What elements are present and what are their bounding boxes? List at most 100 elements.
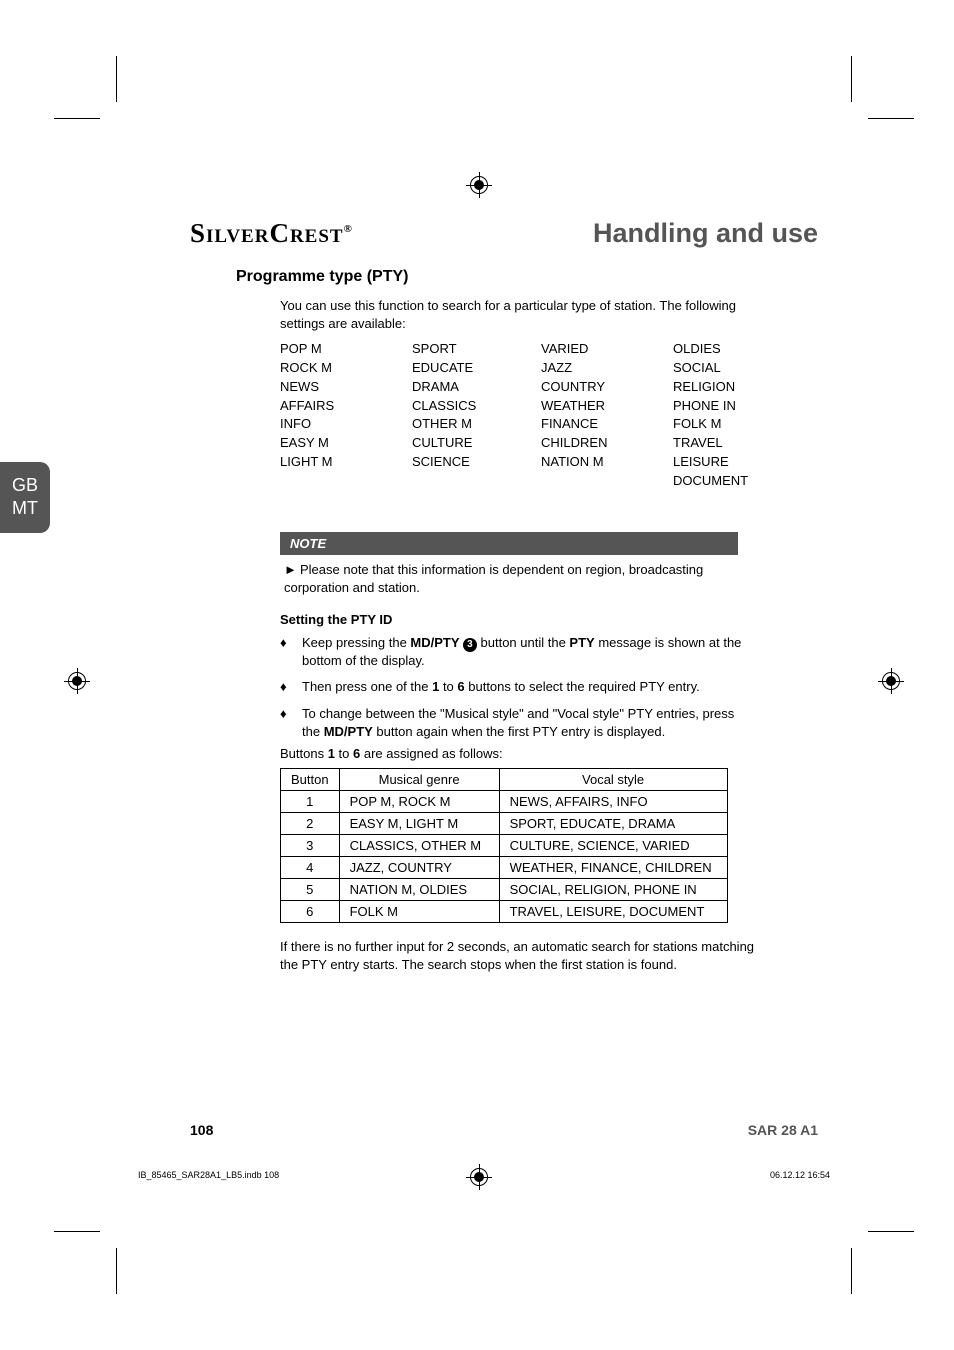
brand-logo: SilverCrest® xyxy=(190,218,352,249)
pty-entry: SCIENCE xyxy=(412,453,476,472)
table-cell: CLASSICS, OTHER M xyxy=(339,835,499,857)
table-cell: 3 xyxy=(281,835,340,857)
crop-mark xyxy=(54,1231,100,1232)
pty-entry: DOCUMENT xyxy=(673,472,748,491)
table-cell: 4 xyxy=(281,857,340,879)
bullet-list: ♦ Keep pressing the MD/PTY 3 button unti… xyxy=(280,634,750,749)
pty-entry: COUNTRY xyxy=(541,378,607,397)
pty-entry: EASY M xyxy=(280,434,334,453)
pty-entry: OTHER M xyxy=(412,415,476,434)
pty-entry: LEISURE xyxy=(673,453,748,472)
table-row: 3CLASSICS, OTHER MCULTURE, SCIENCE, VARI… xyxy=(281,835,728,857)
table-cell: EASY M, LIGHT M xyxy=(339,813,499,835)
table-row: 4JAZZ, COUNTRYWEATHER, FINANCE, CHILDREN xyxy=(281,857,728,879)
table-cell: TRAVEL, LEISURE, DOCUMENT xyxy=(499,901,727,923)
crop-mark xyxy=(851,1248,852,1294)
crop-mark xyxy=(116,1248,117,1294)
pty-entry: INFO xyxy=(280,415,334,434)
registration-mark-icon xyxy=(64,668,90,694)
pty-column: VARIEDJAZZCOUNTRYWEATHERFINANCECHILDRENN… xyxy=(541,340,607,472)
pty-entry: CHILDREN xyxy=(541,434,607,453)
pty-entry: POP M xyxy=(280,340,334,359)
registration-mark-icon xyxy=(466,172,492,198)
pty-entry: WEATHER xyxy=(541,397,607,416)
table-cell: 1 xyxy=(281,791,340,813)
pty-entry: FINANCE xyxy=(541,415,607,434)
language-tab: GB MT xyxy=(0,462,50,533)
diamond-icon: ♦ xyxy=(280,678,302,696)
step-number-icon: 3 xyxy=(463,638,477,652)
registration-mark-icon xyxy=(466,1164,492,1190)
pty-entry: NATION M xyxy=(541,453,607,472)
pty-entry: SPORT xyxy=(412,340,476,359)
note-body: ►Please note that this information is de… xyxy=(280,555,738,597)
table-row: 1POP M, ROCK MNEWS, AFFAIRS, INFO xyxy=(281,791,728,813)
pty-entry: RELIGION xyxy=(673,378,748,397)
model-number: SAR 28 A1 xyxy=(748,1122,818,1138)
bullet-item: ♦ Then press one of the 1 to 6 buttons t… xyxy=(280,678,750,696)
manual-page: GB MT SilverCrest® Handling and use Prog… xyxy=(0,0,954,1350)
table-cell: NATION M, OLDIES xyxy=(339,879,499,901)
note-box: NOTE ►Please note that this information … xyxy=(280,532,738,597)
pty-assignment-table: Button Musical genre Vocal style 1POP M,… xyxy=(280,768,728,923)
pty-column: OLDIESSOCIALRELIGIONPHONE INFOLK MTRAVEL… xyxy=(673,340,748,491)
pty-entry: NEWS xyxy=(280,378,334,397)
pty-entry: EDUCATE xyxy=(412,359,476,378)
table-cell: JAZZ, COUNTRY xyxy=(339,857,499,879)
table-row: 5NATION M, OLDIESSOCIAL, RELIGION, PHONE… xyxy=(281,879,728,901)
pty-entry: LIGHT M xyxy=(280,453,334,472)
heading-pty: Programme type (PTY) xyxy=(236,268,408,286)
table-cell: NEWS, AFFAIRS, INFO xyxy=(499,791,727,813)
pty-entry: FOLK M xyxy=(673,415,748,434)
assign-line: Buttons 1 to 6 are assigned as follows: xyxy=(280,746,503,761)
pty-entry: AFFAIRS xyxy=(280,397,334,416)
crop-mark xyxy=(868,1231,914,1232)
footer-timestamp: 06.12.12 16:54 xyxy=(770,1170,830,1180)
pty-entry: TRAVEL xyxy=(673,434,748,453)
crop-mark xyxy=(851,56,852,102)
pty-entry: CLASSICS xyxy=(412,397,476,416)
page-number: 108 xyxy=(190,1122,213,1138)
pty-entry: VARIED xyxy=(541,340,607,359)
table-cell: WEATHER, FINANCE, CHILDREN xyxy=(499,857,727,879)
pty-entry: SOCIAL xyxy=(673,359,748,378)
arrow-icon: ► xyxy=(284,561,300,579)
crop-mark xyxy=(868,118,914,119)
bullet-item: ♦ Keep pressing the MD/PTY 3 button unti… xyxy=(280,634,750,670)
pty-column: SPORTEDUCATEDRAMACLASSICSOTHER MCULTURES… xyxy=(412,340,476,472)
brand-text: SilverCrest xyxy=(190,218,344,248)
registration-mark-icon xyxy=(878,668,904,694)
bullet-text: To change between the "Musical style" an… xyxy=(302,705,750,741)
note-title: NOTE xyxy=(280,532,738,555)
table-header: Button xyxy=(281,769,340,791)
diamond-icon: ♦ xyxy=(280,705,302,741)
table-cell: SOCIAL, RELIGION, PHONE IN xyxy=(499,879,727,901)
pty-entry: DRAMA xyxy=(412,378,476,397)
bullet-text: Keep pressing the MD/PTY 3 button until … xyxy=(302,634,750,670)
note-text: Please note that this information is dep… xyxy=(284,562,703,595)
table-header: Vocal style xyxy=(499,769,727,791)
pty-entry: CULTURE xyxy=(412,434,476,453)
diamond-icon: ♦ xyxy=(280,634,302,670)
section-title: Handling and use xyxy=(593,218,818,249)
table-cell: 2 xyxy=(281,813,340,835)
table-header-row: Button Musical genre Vocal style xyxy=(281,769,728,791)
table-cell: 6 xyxy=(281,901,340,923)
pty-entry: PHONE IN xyxy=(673,397,748,416)
table-row: 2EASY M, LIGHT MSPORT, EDUCATE, DRAMA xyxy=(281,813,728,835)
intro-text: You can use this function to search for … xyxy=(280,297,760,332)
table-cell: POP M, ROCK M xyxy=(339,791,499,813)
footer-file-info: IB_85465_SAR28A1_LB5.indb 108 xyxy=(138,1170,279,1180)
pty-entry: JAZZ xyxy=(541,359,607,378)
table-cell: 5 xyxy=(281,879,340,901)
heading-setting-pty: Setting the PTY ID xyxy=(280,612,392,627)
crop-mark xyxy=(116,56,117,102)
table-cell: CULTURE, SCIENCE, VARIED xyxy=(499,835,727,857)
pty-column: POP MROCK MNEWSAFFAIRSINFOEASY MLIGHT M xyxy=(280,340,334,472)
table-header: Musical genre xyxy=(339,769,499,791)
bullet-text: Then press one of the 1 to 6 buttons to … xyxy=(302,678,700,696)
registered-mark-icon: ® xyxy=(344,223,352,235)
table-cell: FOLK M xyxy=(339,901,499,923)
pty-entry: OLDIES xyxy=(673,340,748,359)
lang-code: MT xyxy=(0,497,50,520)
